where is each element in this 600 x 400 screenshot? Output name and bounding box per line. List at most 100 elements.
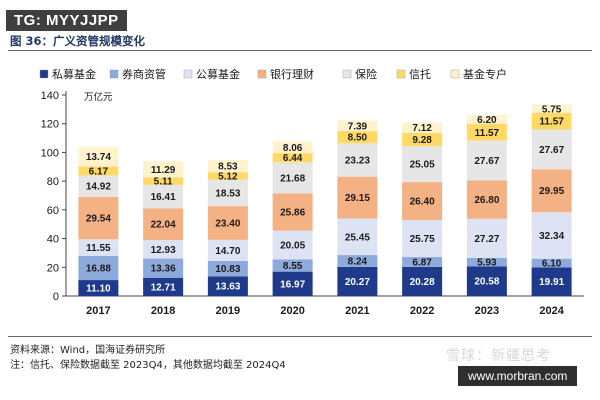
bar-segment [402, 257, 443, 267]
data-label: 10.83 [215, 264, 240, 275]
data-label: 7.39 [348, 121, 368, 132]
bar-segment [337, 143, 378, 177]
bar-segment [272, 162, 313, 194]
top-rule [8, 50, 592, 51]
data-label: 13.74 [86, 152, 111, 163]
data-label: 16.88 [86, 263, 111, 274]
bar-segment [143, 161, 184, 178]
bar-segment [466, 180, 507, 219]
data-label: 16.97 [280, 279, 305, 290]
bar-segment [207, 179, 248, 207]
data-label: 11.57 [539, 117, 564, 128]
bar-segment [143, 258, 184, 278]
bar-segment [78, 146, 119, 167]
data-label: 11.10 [86, 284, 111, 295]
x-tick-label: 2024 [539, 305, 564, 317]
bar-segment [143, 177, 184, 185]
bar-segment [143, 208, 184, 241]
bar-segment [78, 280, 119, 296]
data-label: 20.05 [280, 240, 305, 251]
data-label: 20.58 [474, 277, 499, 288]
data-label: 25.86 [280, 208, 305, 219]
legend-swatch-7 [450, 69, 460, 79]
data-label: 27.67 [539, 145, 564, 156]
data-label: 26.80 [474, 195, 499, 206]
bar-segment [272, 153, 313, 163]
legend-label-6: 信托 [409, 67, 431, 81]
bar-segment [531, 169, 572, 213]
data-label: 8.55 [283, 261, 303, 272]
bar-segment [78, 166, 119, 176]
data-label: 29.95 [539, 186, 564, 197]
bar-segment [466, 140, 507, 181]
legend-label-7: 基金专户 [463, 67, 507, 81]
social-watermark: 雪球：新疆思考 [446, 348, 551, 364]
data-label: 12.71 [151, 282, 176, 293]
data-label: 13.36 [151, 264, 176, 275]
data-label: 27.27 [474, 234, 499, 245]
bar-segment [402, 122, 443, 133]
bar-segment [337, 131, 378, 144]
bar-segment [207, 206, 248, 240]
data-label: 29.54 [86, 214, 111, 225]
data-label: 25.45 [345, 232, 370, 243]
bar-segment [207, 159, 248, 173]
y-tick-label: 40 [47, 234, 59, 246]
unit-label: 万亿元 [84, 91, 113, 103]
data-label: 26.40 [410, 197, 435, 208]
y-tick-label: 20 [47, 262, 59, 274]
data-label: 19.91 [539, 277, 564, 288]
bar-segment [143, 240, 184, 259]
bar-segment [337, 255, 378, 267]
y-tick-label: 140 [41, 90, 59, 102]
data-label: 5.12 [218, 171, 238, 182]
bar-segment [531, 212, 572, 259]
source-note: 资料来源：Wind，国海证券研究所 [10, 345, 166, 356]
bar-segment [466, 218, 507, 258]
data-label: 14.70 [215, 246, 240, 257]
figure-title: 图 36：广义资管规模变化 [10, 34, 146, 48]
bar-segment [402, 266, 443, 296]
data-label: 11.57 [475, 128, 500, 139]
x-tick-label: 2019 [216, 305, 240, 317]
bar-segment [78, 175, 119, 197]
bar-segment [337, 176, 378, 219]
y-tick-label: 100 [41, 147, 59, 159]
legend-label-1: 私募基金 [52, 67, 96, 81]
x-tick-label: 2017 [86, 305, 110, 317]
bar-segment [337, 266, 378, 296]
y-tick-label: 80 [47, 176, 59, 188]
data-label: 25.05 [410, 160, 435, 171]
data-label: 25.75 [410, 234, 435, 245]
bar-segment [402, 220, 443, 258]
x-tick-label: 2022 [410, 305, 434, 317]
data-label: 16.41 [151, 192, 176, 203]
legend-swatch-6 [396, 69, 406, 79]
bar-segment [531, 258, 572, 268]
bar-segment [78, 255, 119, 281]
legend-swatch-5 [342, 69, 352, 79]
bottom-rule [8, 336, 592, 337]
bar-segment [466, 123, 507, 141]
bar-segment [531, 267, 572, 296]
data-label: 6.87 [412, 257, 432, 268]
top-watermark: TG: MYYJJPP [6, 10, 127, 31]
data-label: 8.24 [348, 256, 368, 267]
legend-label-5: 保险 [355, 67, 377, 81]
data-label: 9.28 [412, 135, 432, 146]
data-label: 8.50 [348, 133, 368, 144]
data-label: 8.06 [283, 143, 303, 154]
x-tick-label: 2021 [345, 305, 369, 317]
bar-segment [337, 120, 378, 132]
data-label: 5.11 [154, 177, 173, 188]
legend-swatch-1 [39, 69, 49, 79]
x-tick-label: 2023 [475, 305, 499, 317]
data-label: 12.93 [151, 245, 176, 256]
data-label: 11.55 [86, 243, 111, 254]
bar-segment [207, 260, 248, 277]
legend-swatch-3 [183, 69, 193, 79]
bar-segment [531, 112, 572, 130]
y-tick-label: 60 [47, 205, 59, 217]
legend-swatch-4 [257, 69, 267, 79]
